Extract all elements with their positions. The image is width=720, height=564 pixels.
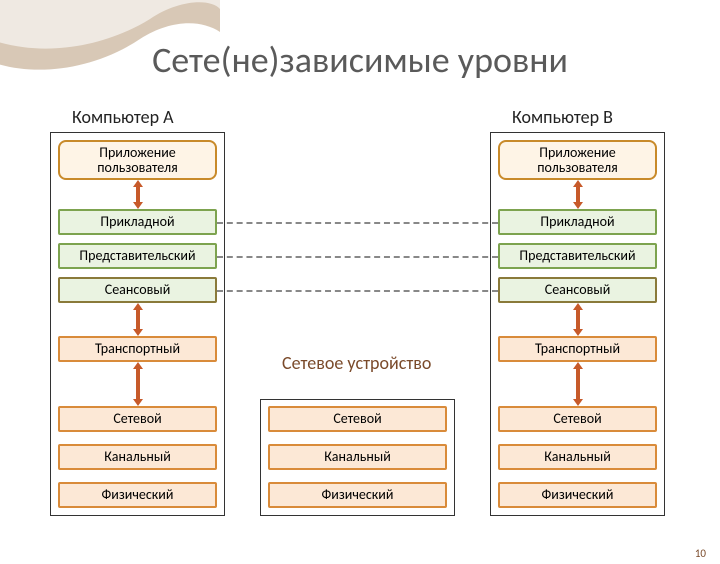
dashed-connector-pres [217,256,498,258]
layer-a-sess: Сеансовый [58,277,217,303]
computer-a-heading: Компьютер A [72,106,174,128]
layer-n-phys: Физический [268,482,447,508]
arrow-a-user-appl [131,180,145,209]
layer-b-link: Канальный [498,444,657,470]
arrow-a-tran-net [131,362,145,406]
arrow-b-tran-net [571,362,585,406]
layer-a-tran: Транспортный [58,336,217,362]
page-number: 10 [695,547,706,560]
layer-b-sess: Сеансовый [498,277,657,303]
layer-a-appl: Прикладной [58,209,217,235]
layer-a-link: Канальный [58,444,217,470]
computer-b-heading: Компьютер B [512,106,613,128]
layer-b-user: Приложение пользователя [498,140,657,180]
layer-n-net: Сетевой [268,406,447,432]
arrow-b-user-appl [571,180,585,209]
layer-a-net: Сетевой [58,406,217,432]
layer-a-user: Приложение пользователя [58,140,217,180]
layer-b-phys: Физический [498,482,657,508]
page-title: Сете(не)зависимые уровни [0,24,720,82]
layer-n-link: Канальный [268,444,447,470]
layer-b-tran: Транспортный [498,336,657,362]
arrow-b-sess-tran [571,303,585,336]
layer-b-appl: Прикладной [498,209,657,235]
layer-a-phys: Физический [58,482,217,508]
layer-b-net: Сетевой [498,406,657,432]
dashed-connector-appl [217,222,498,224]
network-device-heading: Сетевое устройство [282,352,431,374]
arrow-a-sess-tran [131,303,145,336]
dashed-connector-sess [217,290,498,292]
layer-b-pres: Представительский [498,243,657,269]
layer-a-pres: Представительский [58,243,217,269]
diagram-stage: Компьютер A Компьютер B Сетевое устройство… [0,104,720,544]
